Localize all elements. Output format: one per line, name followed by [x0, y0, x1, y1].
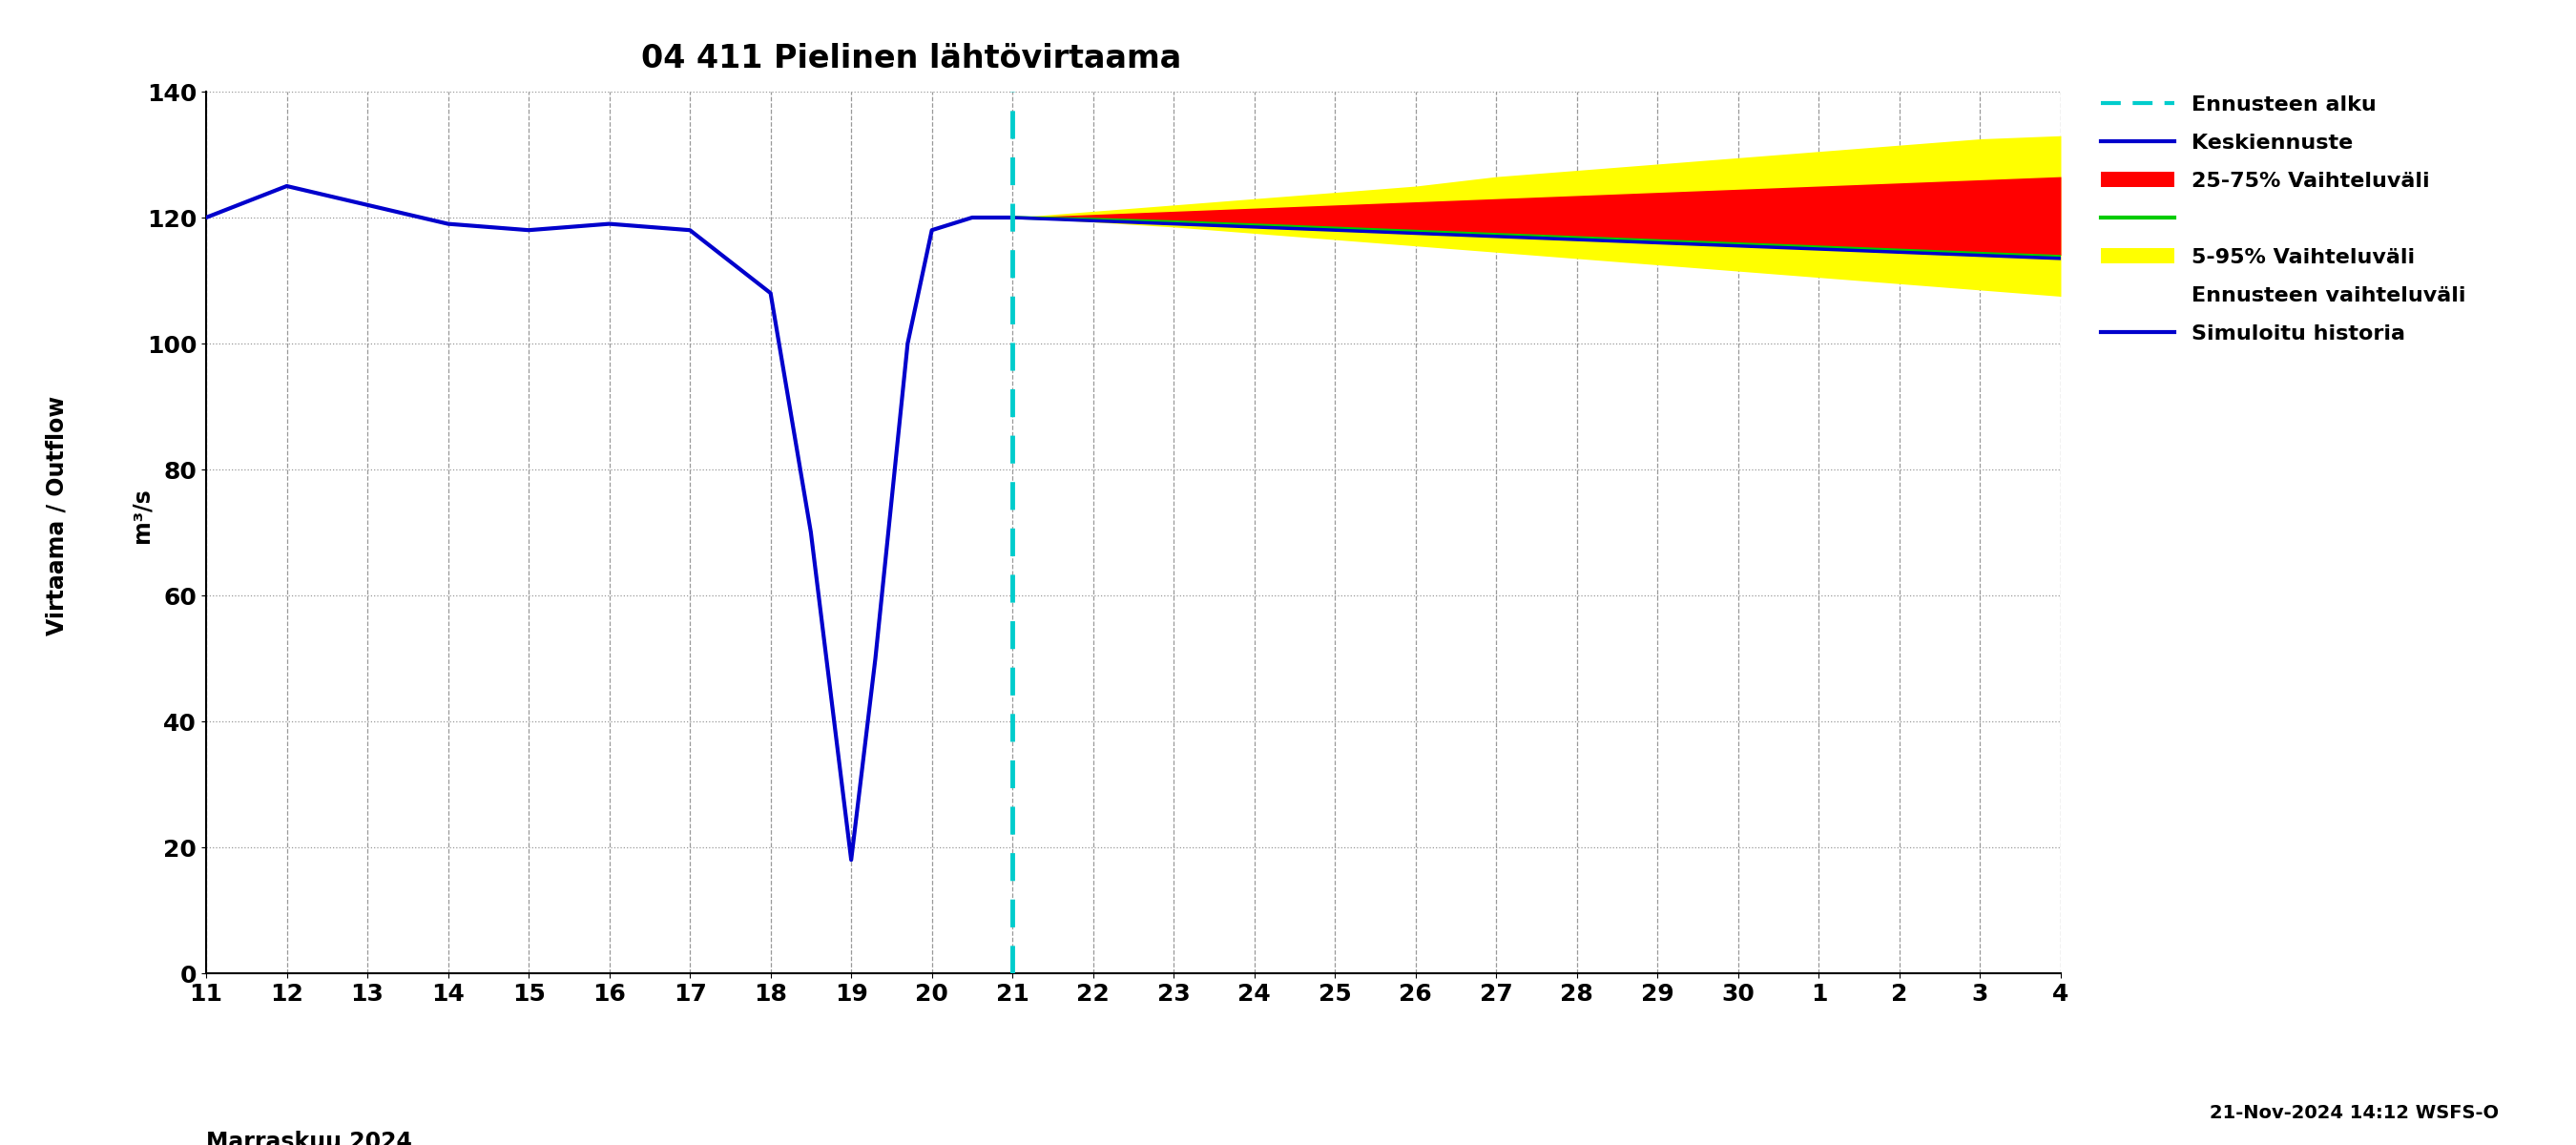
Title: 04 411 Pielinen lähtövirtaama: 04 411 Pielinen lähtövirtaama [641, 42, 1180, 74]
Text: Marraskuu 2024
November: Marraskuu 2024 November [206, 1130, 412, 1145]
Legend: Ennusteen alku, Keskiennuste, 25-75% Vaihteluväli, , 5-95% Vaihteluväli, Ennuste: Ennusteen alku, Keskiennuste, 25-75% Vai… [2089, 85, 2476, 354]
Text: m³/s: m³/s [131, 488, 152, 543]
Text: Virtaama / Outflow: Virtaama / Outflow [46, 395, 67, 635]
Text: 21-Nov-2024 14:12 WSFS-O: 21-Nov-2024 14:12 WSFS-O [2210, 1104, 2499, 1122]
